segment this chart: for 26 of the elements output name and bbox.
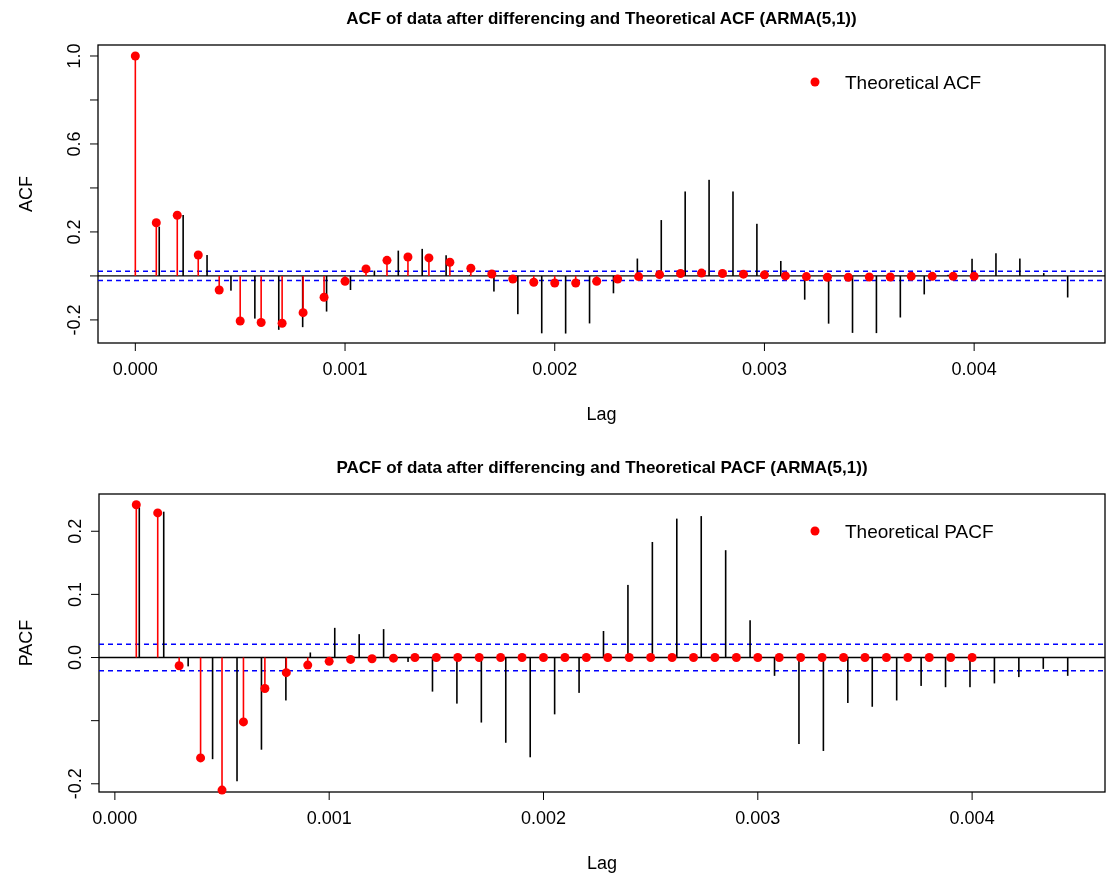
x-tick-label: 0.003 [741,359,787,379]
chart-title: ACF of data after differencing and Theoretical ACF (ARMA(5,1)) [346,9,857,28]
y-axis-title: ACF [16,176,36,212]
legend-label: Theoretical ACF [845,72,982,93]
x-tick-label: 0.003 [735,808,781,828]
x-tick-label: 0.000 [92,808,138,828]
y-tick-label: 0.6 [64,131,84,157]
x-tick-label: 0.004 [951,359,997,379]
y-tick-label: 0.0 [65,645,85,671]
y-tick-label: 0.1 [65,581,85,607]
legend-label: Theoretical PACF [845,521,994,542]
x-tick-label: 0.002 [520,808,567,828]
x-axis-title: Lag [586,404,617,424]
y-tick-label: -0.2 [65,768,85,800]
y-axis-title: PACF [16,619,36,667]
x-tick-label: 0.000 [112,359,158,379]
y-tick-label: 0.2 [65,518,85,544]
x-tick-label: 0.001 [306,808,352,828]
y-tick-label: 1.0 [64,43,84,69]
x-tick-label: 0.002 [532,359,578,379]
chart-title: PACF of data after differencing and Theoretical PACF (ARMA(5,1)) [336,458,868,477]
x-tick-label: 0.004 [949,808,995,828]
y-tick-label: -0.2 [64,304,84,336]
x-axis-title: Lag [586,853,618,873]
x-tick-label: 0.001 [322,359,368,379]
y-tick-label: 0.2 [64,219,84,245]
